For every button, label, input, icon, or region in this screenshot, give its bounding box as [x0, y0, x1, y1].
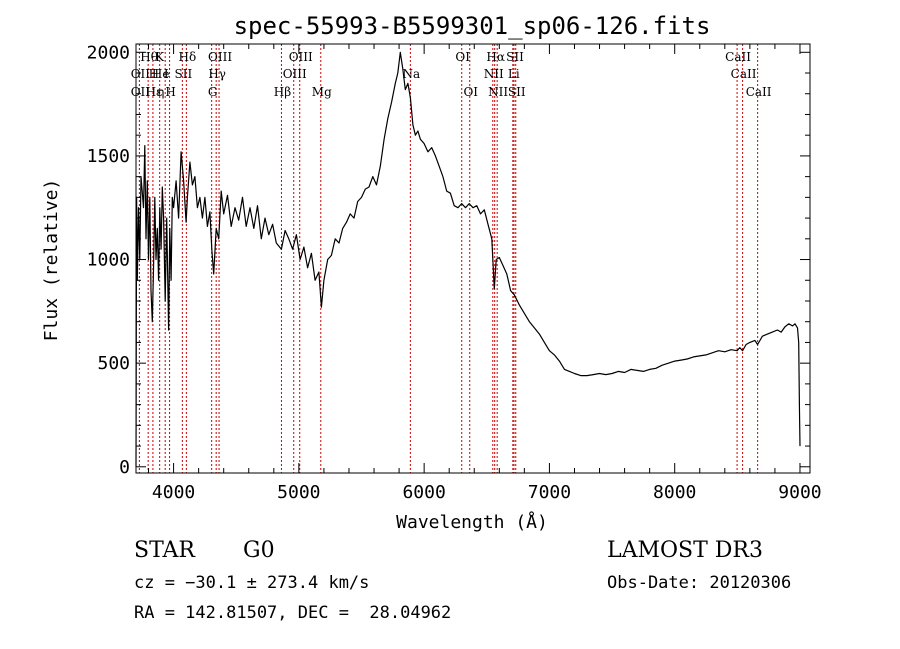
x-tick-label: 8000 [653, 482, 696, 503]
line-label: CaII [725, 50, 751, 64]
observation-date: Obs-Date: 20120306 [607, 573, 792, 593]
line-label: OIII [283, 67, 307, 81]
line-label: OII [131, 67, 151, 81]
line-label: Hθ [140, 50, 158, 64]
line-label: H [149, 67, 159, 81]
line-label: Hγ [208, 67, 226, 81]
line-label: I [164, 67, 169, 81]
line-label: CaII [746, 85, 772, 99]
line-label: η [157, 85, 164, 99]
line-label: OI [455, 50, 470, 64]
survey-name: LAMOST DR3 [607, 538, 763, 563]
line-label: CaII [731, 67, 757, 81]
line-label: NII [488, 85, 508, 99]
line-label: OI [463, 85, 478, 99]
line-label: SII [175, 67, 193, 81]
spectrum-series [135, 51, 801, 467]
line-label: SII [506, 50, 524, 64]
x-tick-label: 9000 [778, 482, 821, 503]
line-label: OIII [208, 50, 232, 64]
x-tick-label: 7000 [528, 482, 571, 503]
y-tick-label: 2000 [87, 42, 130, 63]
line-label: Mg [312, 85, 332, 99]
line-label: OIII [289, 50, 313, 64]
plot-frame [135, 43, 811, 474]
chart-title: spec-55993-B5599301_sp06-126.fits [234, 12, 711, 40]
x-tick-label: 6000 [402, 482, 445, 503]
x-tick-label: 5000 [277, 482, 320, 503]
line-label: H [165, 85, 175, 99]
line-label: Hδ [179, 50, 197, 64]
y-tick-label: 1500 [87, 146, 130, 167]
axis-ticks: 4000 5000 6000 7000 8000 9000 0 500 1000 1500 2000 [87, 42, 822, 503]
line-label: Li [508, 67, 520, 81]
spectrum-line [135, 51, 801, 467]
line-label: Hε [146, 85, 163, 99]
line-label: Hβ [274, 85, 291, 99]
x-axis-label: Wavelength (Å) [396, 511, 548, 533]
line-label: G [208, 85, 218, 99]
sky-coordinates: RA = 142.81507, DEC = 28.04962 [134, 603, 452, 623]
emission-line-markers [138, 44, 759, 473]
object-subclass: G0 [243, 538, 275, 563]
line-label: He [152, 67, 170, 81]
line-label: K [155, 50, 165, 64]
line-label: Na [403, 67, 421, 81]
y-axis-label: Flux (relative) [41, 179, 62, 342]
x-tick-label: 4000 [152, 482, 195, 503]
line-label: NII [484, 67, 504, 81]
redshift-cz: cz = −30.1 ± 273.4 km/s [134, 573, 370, 593]
y-tick-label: 0 [119, 457, 130, 478]
line-label: SII [508, 85, 526, 99]
y-tick-label: 1000 [87, 250, 130, 271]
y-tick-label: 500 [97, 353, 130, 374]
object-class: STAR [134, 538, 195, 563]
line-label: Hα [486, 50, 505, 64]
